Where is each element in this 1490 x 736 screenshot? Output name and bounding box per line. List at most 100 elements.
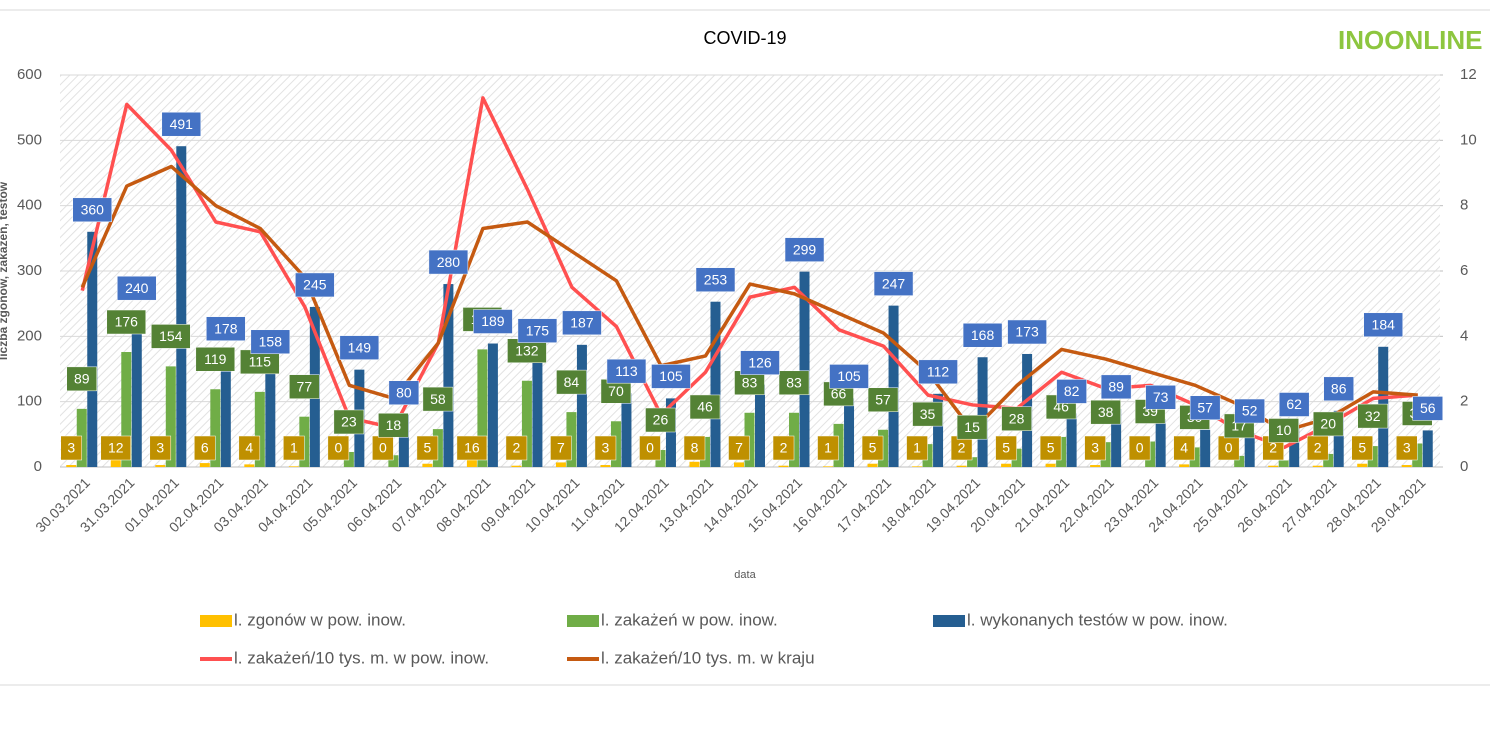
y2-tick-label: 2 <box>1460 393 1468 410</box>
data-label: 28 <box>1009 410 1025 426</box>
data-label: 89 <box>74 371 90 387</box>
data-label: 83 <box>742 374 758 390</box>
data-label-box <box>60 435 83 461</box>
data-label-box <box>250 329 291 355</box>
data-label-box <box>817 435 839 461</box>
data-label-box <box>1323 376 1354 402</box>
data-label-box <box>1056 379 1087 404</box>
y-tick-label: 300 <box>17 262 42 279</box>
data-label: 26 <box>653 412 669 428</box>
data-label: 8 <box>691 440 699 456</box>
bar <box>555 462 566 467</box>
bar <box>1244 433 1255 467</box>
data-label-box <box>740 350 780 375</box>
bar <box>532 352 543 467</box>
bar <box>734 462 744 467</box>
legend-swatch <box>933 615 965 627</box>
data-label: 10 <box>1276 422 1292 438</box>
data-label: 158 <box>259 333 283 349</box>
data-label-box <box>1357 403 1388 429</box>
data-label-box <box>683 435 706 461</box>
data-label-box <box>1278 392 1310 417</box>
data-label-box <box>829 364 869 389</box>
data-label: 1 <box>824 440 832 456</box>
bar <box>265 363 276 467</box>
data-label-box <box>428 249 469 275</box>
bar <box>1278 460 1289 467</box>
legend-swatch <box>200 615 232 627</box>
legend-swatch <box>567 615 599 627</box>
data-label-box <box>639 435 661 461</box>
data-label: 187 <box>570 315 594 331</box>
data-label-box <box>1128 435 1151 461</box>
data-label: 2 <box>1314 440 1322 456</box>
data-label: 73 <box>1153 389 1169 405</box>
data-label-box <box>456 435 488 461</box>
data-label-box <box>1412 396 1443 421</box>
bar <box>511 465 522 467</box>
bar <box>422 463 433 467</box>
data-label-box <box>238 435 261 461</box>
bar <box>1200 429 1211 467</box>
bar <box>388 455 399 467</box>
data-label-box <box>378 412 409 438</box>
data-label-box <box>867 387 899 413</box>
data-label-box <box>333 409 365 435</box>
bar <box>956 465 967 467</box>
data-label-box <box>1100 374 1132 400</box>
data-label-box <box>784 237 825 262</box>
data-label: 15 <box>964 419 980 435</box>
bar <box>823 466 834 467</box>
data-label: 491 <box>170 116 194 132</box>
data-label-box <box>695 267 736 292</box>
bar <box>155 465 166 467</box>
data-label: 1 <box>913 440 921 456</box>
data-label-box <box>651 364 691 389</box>
legend-label: l. wykonanych testów w pow. inow. <box>967 610 1228 629</box>
data-label: 83 <box>786 374 802 390</box>
data-label-box <box>1090 399 1121 425</box>
bar <box>477 349 488 467</box>
data-label-box <box>995 435 1017 461</box>
data-label: 253 <box>704 271 728 287</box>
data-label-box <box>206 316 246 341</box>
data-label: 66 <box>831 386 847 402</box>
data-label: 168 <box>971 327 995 343</box>
data-label: 5 <box>869 440 877 456</box>
data-label-box <box>594 435 617 461</box>
chart-title: COVID-19 <box>703 28 786 48</box>
data-label: 360 <box>81 202 105 218</box>
data-label-box <box>289 374 320 399</box>
data-label: 84 <box>564 374 580 390</box>
bar <box>87 231 98 467</box>
data-label: 7 <box>735 440 743 456</box>
bar <box>254 391 265 467</box>
bar <box>689 461 700 467</box>
data-label-box <box>956 414 988 440</box>
bar <box>210 389 221 467</box>
data-label-box <box>151 324 191 349</box>
data-label: 32 <box>1365 408 1381 424</box>
x-axis-title: data <box>734 569 756 581</box>
data-label: 4 <box>1180 440 1188 456</box>
data-label: 126 <box>748 354 772 370</box>
data-label: 6 <box>201 440 209 456</box>
data-label-box <box>1039 435 1062 461</box>
data-label-box <box>505 435 528 461</box>
bar <box>1323 453 1334 467</box>
data-label: 2 <box>1269 440 1277 456</box>
data-label-box <box>1145 385 1176 410</box>
y2-tick-label: 10 <box>1460 131 1477 148</box>
data-label: 58 <box>430 391 446 407</box>
bar <box>1179 464 1190 467</box>
data-label-box <box>912 401 943 427</box>
data-label-box <box>106 309 147 335</box>
bar <box>710 301 721 467</box>
data-label-box <box>327 435 350 461</box>
data-label-box <box>1351 435 1373 461</box>
data-label: 3 <box>1091 440 1099 456</box>
bar <box>1001 463 1012 467</box>
data-label-box <box>161 111 202 137</box>
bar <box>755 384 765 467</box>
data-label-box <box>1268 418 1299 443</box>
